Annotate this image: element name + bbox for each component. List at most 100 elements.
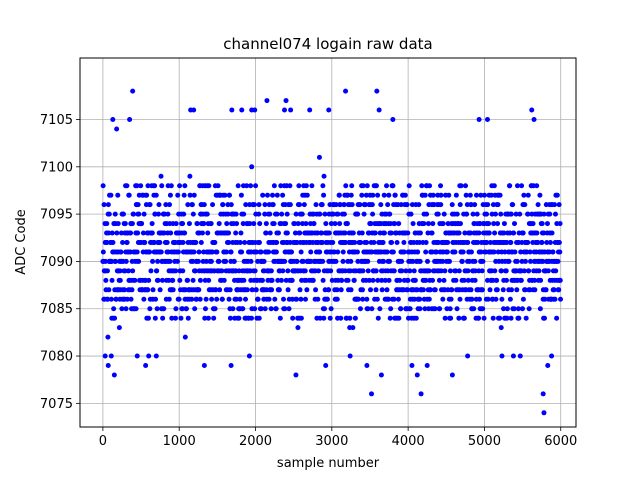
data-point-outlier xyxy=(264,98,270,104)
data-point xyxy=(508,315,514,321)
data-point xyxy=(167,202,173,208)
data-point xyxy=(539,240,545,245)
data-point xyxy=(316,154,322,160)
data-point xyxy=(267,230,273,236)
data-point xyxy=(272,296,278,302)
data-point xyxy=(170,287,176,293)
data-point xyxy=(493,296,499,302)
data-point xyxy=(407,268,413,274)
data-point xyxy=(350,325,356,331)
data-point xyxy=(348,258,354,264)
data-point xyxy=(289,277,295,283)
data-point xyxy=(491,221,497,227)
data-point xyxy=(476,230,482,236)
data-point xyxy=(423,240,429,245)
data-point xyxy=(283,277,289,283)
data-point xyxy=(371,240,377,245)
data-point xyxy=(422,306,428,312)
data-point-outlier xyxy=(376,107,382,113)
data-point-outlier xyxy=(110,117,116,122)
data-point xyxy=(319,230,325,236)
data-point xyxy=(484,240,490,245)
data-point xyxy=(289,249,295,255)
data-point-outlier xyxy=(541,410,547,416)
data-point xyxy=(408,211,414,217)
data-point xyxy=(153,296,159,302)
data-point xyxy=(469,296,475,302)
data-point-outlier xyxy=(549,353,555,359)
data-point xyxy=(440,258,446,264)
data-point xyxy=(150,287,156,293)
data-point xyxy=(337,221,343,227)
x-tick-label: 1000 xyxy=(163,434,196,449)
data-point xyxy=(449,202,455,208)
data-point xyxy=(464,211,470,217)
data-point xyxy=(377,306,383,312)
data-point xyxy=(375,277,381,283)
data-point xyxy=(447,268,453,274)
data-point xyxy=(278,277,284,283)
data-point xyxy=(190,211,196,217)
data-point xyxy=(139,221,145,227)
data-point xyxy=(213,287,219,293)
y-axis-ticks: 7075 7080 7085 7090 7095 7100 7105 xyxy=(40,113,80,412)
data-point-outlier xyxy=(239,107,245,113)
data-point xyxy=(129,287,135,293)
data-point xyxy=(441,277,447,283)
data-point xyxy=(507,230,513,236)
data-point xyxy=(113,296,119,302)
data-point xyxy=(180,221,186,227)
data-point xyxy=(545,268,551,274)
data-point xyxy=(257,221,263,227)
data-point xyxy=(202,315,208,321)
data-point xyxy=(340,258,346,264)
data-point xyxy=(211,315,217,321)
data-point xyxy=(527,249,533,255)
data-point xyxy=(127,249,133,255)
data-point xyxy=(472,268,478,274)
data-point xyxy=(403,268,409,274)
data-point-outlier xyxy=(105,363,111,368)
x-tick-label: 6000 xyxy=(544,434,577,449)
data-point xyxy=(150,258,156,264)
data-point xyxy=(320,183,326,189)
data-point xyxy=(338,287,344,293)
data-point xyxy=(157,240,163,245)
data-point xyxy=(193,240,199,245)
data-point xyxy=(482,192,488,198)
data-point xyxy=(514,258,520,264)
data-point xyxy=(157,287,163,293)
data-point-outlier xyxy=(374,88,380,94)
data-point xyxy=(148,268,154,274)
data-point xyxy=(405,277,411,283)
data-point xyxy=(471,306,477,312)
data-point xyxy=(373,268,379,274)
data-point xyxy=(492,230,498,236)
data-point xyxy=(284,211,290,217)
data-point xyxy=(338,315,344,321)
data-point xyxy=(270,202,276,208)
data-point xyxy=(378,202,384,208)
data-point xyxy=(284,230,290,236)
data-point xyxy=(411,296,417,302)
data-point xyxy=(501,306,507,312)
data-point xyxy=(360,183,366,189)
data-point-outlier xyxy=(282,107,288,113)
data-point xyxy=(317,249,323,255)
data-point xyxy=(422,192,428,198)
data-point xyxy=(185,315,191,321)
data-point xyxy=(111,306,117,312)
data-point xyxy=(147,249,153,255)
data-point xyxy=(537,306,543,312)
data-point xyxy=(484,277,490,283)
data-point xyxy=(476,268,482,274)
data-point xyxy=(494,277,500,283)
data-point xyxy=(544,221,550,227)
data-point xyxy=(474,211,480,217)
data-point xyxy=(202,277,208,283)
data-point xyxy=(372,230,378,236)
data-point xyxy=(321,192,327,198)
data-point xyxy=(396,221,402,227)
data-point xyxy=(225,202,231,208)
data-point xyxy=(552,296,558,302)
